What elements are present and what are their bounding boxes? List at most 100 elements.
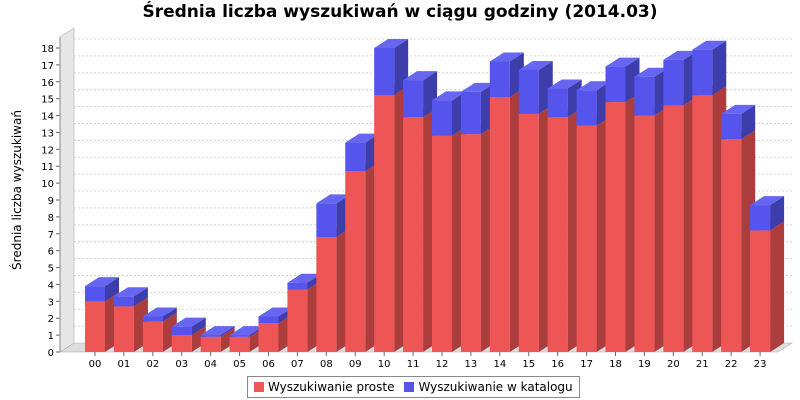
bar-02-series-1-front <box>142 321 163 352</box>
x-tick-label: 06 <box>262 359 275 370</box>
bar-22-series-1-front <box>721 139 742 352</box>
bar-19-series-2 <box>634 67 669 116</box>
x-tick-label: 23 <box>754 359 767 370</box>
bar-21-series-1 <box>692 86 727 353</box>
bar-07-series-2-front <box>287 282 308 290</box>
y-tick-label: 0 <box>48 348 54 359</box>
y-axis-label: Średnia liczba wyszukiwań <box>9 110 24 270</box>
x-tick-label: 13 <box>465 359 478 370</box>
bar-03-series-2-top <box>171 317 206 327</box>
bar-22-series-2-top <box>721 104 756 114</box>
bar-19-series-2-top <box>634 67 669 77</box>
bar-22-series-2-side <box>741 104 756 140</box>
y-tick-label: 9 <box>48 196 54 207</box>
bar-19-series-1-front <box>634 115 655 352</box>
chart-title: Średnia liczba wyszukiwań w ciągu godzin… <box>142 2 658 22</box>
x-tick-label: 15 <box>522 359 535 370</box>
bar-02-series-2-side <box>162 307 177 322</box>
bar-20-series-2-top <box>663 50 698 60</box>
bar-23-series-1-front <box>750 230 771 352</box>
plot-left-wall <box>59 27 75 353</box>
bar-11-series-2 <box>403 71 438 118</box>
bar-03-series-2-side <box>191 317 206 336</box>
bar-14-series-2-front <box>489 61 510 97</box>
bar-09-series-2-front <box>345 142 366 172</box>
x-tick-label: 11 <box>407 359 420 370</box>
bar-11-series-1 <box>403 108 438 352</box>
bar-01-series-1-front <box>113 306 134 352</box>
bar-22-series-2 <box>721 104 756 140</box>
bar-14-series-1 <box>489 87 524 352</box>
bar-04-series-2-top <box>200 326 235 336</box>
legend-swatch-series-1 <box>254 382 264 392</box>
bar-18-series-2 <box>605 57 640 103</box>
x-tick-label: 02 <box>146 359 159 370</box>
bar-17-series-2 <box>576 81 611 126</box>
y-tick-label: 11 <box>41 162 54 173</box>
bar-06-series-1-front <box>258 323 279 352</box>
bar-15-series-2-front <box>518 69 539 114</box>
x-tick-label: 20 <box>667 359 680 370</box>
bar-21-series-2 <box>692 40 727 96</box>
legend-label-series-2: Wyszukiwanie w katalogu <box>418 380 573 394</box>
bar-02-series-2 <box>142 307 177 322</box>
bar-02-series-2-top <box>142 307 177 317</box>
bar-20-series-2 <box>663 50 698 106</box>
y-tick-label: 15 <box>41 95 54 106</box>
bar-08-series-2-front <box>316 203 337 238</box>
y-tick-label: 5 <box>48 264 54 275</box>
x-tick-label: 10 <box>378 359 391 370</box>
bar-10-series-2 <box>374 39 409 96</box>
bar-11-series-1-front <box>403 117 424 352</box>
bar-20-series-1-front <box>663 105 684 352</box>
bar-22-series-1 <box>721 130 756 352</box>
bar-00-series-2 <box>85 277 119 302</box>
legend-label-series-1: Wyszukiwanie proste <box>268 380 395 394</box>
bar-15-series-1 <box>518 104 553 352</box>
bar-16-series-1-front <box>547 117 568 352</box>
x-tick-label: 22 <box>725 359 738 370</box>
bar-06-series-2-front <box>258 316 279 324</box>
bar-12-series-1-front <box>432 135 452 352</box>
x-tick-label: 08 <box>320 359 333 370</box>
bar-15-series-2 <box>518 60 553 114</box>
bar-13-series-1 <box>460 125 495 352</box>
x-tick-label: 00 <box>89 359 102 370</box>
y-tick-label: 1 <box>48 331 54 342</box>
y-tick-label: 6 <box>48 247 54 258</box>
bar-02-series-2-front <box>142 316 163 322</box>
bar-08-series-2 <box>316 194 351 238</box>
bar-12-series-2-top <box>432 91 466 101</box>
bar-07-series-2-top <box>287 273 322 283</box>
bar-18-series-1-front <box>605 102 626 353</box>
bar-18-series-1 <box>605 93 640 353</box>
y-tick-label: 18 <box>41 44 54 55</box>
bar-20-series-1 <box>663 96 698 352</box>
bar-01-series-2-side <box>133 287 148 307</box>
bar-07-series-1 <box>287 280 322 352</box>
bar-00-series-2-side <box>105 277 119 302</box>
legend-swatch-series-2 <box>404 382 415 392</box>
bar-09-series-2-top <box>345 133 380 143</box>
x-tick-label: 03 <box>175 359 188 370</box>
x-tick-label: 12 <box>436 359 449 370</box>
y-tick-label: 14 <box>41 112 54 123</box>
bar-18-series-2-top <box>605 57 640 67</box>
y-tick-label: 13 <box>41 128 54 139</box>
bar-14-series-2 <box>489 52 524 97</box>
legend-item-series-2: Wyszukiwanie w katalogu <box>404 380 573 394</box>
bar-14-series-1-front <box>489 96 510 352</box>
bar-11-series-2-top <box>403 71 438 81</box>
legend: Wyszukiwanie proste Wyszukiwanie w katal… <box>247 376 580 398</box>
x-tick-label: 04 <box>204 359 217 370</box>
x-tick-label: 07 <box>291 359 304 370</box>
bar-23-series-1 <box>750 221 785 352</box>
y-tick-label: 16 <box>41 78 54 89</box>
bar-01-series-2 <box>113 287 148 307</box>
bar-04-series-1-side <box>220 327 235 352</box>
bar-17-series-1-front <box>576 125 597 352</box>
bar-01-series-2-front <box>113 296 134 307</box>
legend-item-series-1: Wyszukiwanie proste <box>254 380 394 394</box>
x-tick-label: 18 <box>609 359 622 370</box>
